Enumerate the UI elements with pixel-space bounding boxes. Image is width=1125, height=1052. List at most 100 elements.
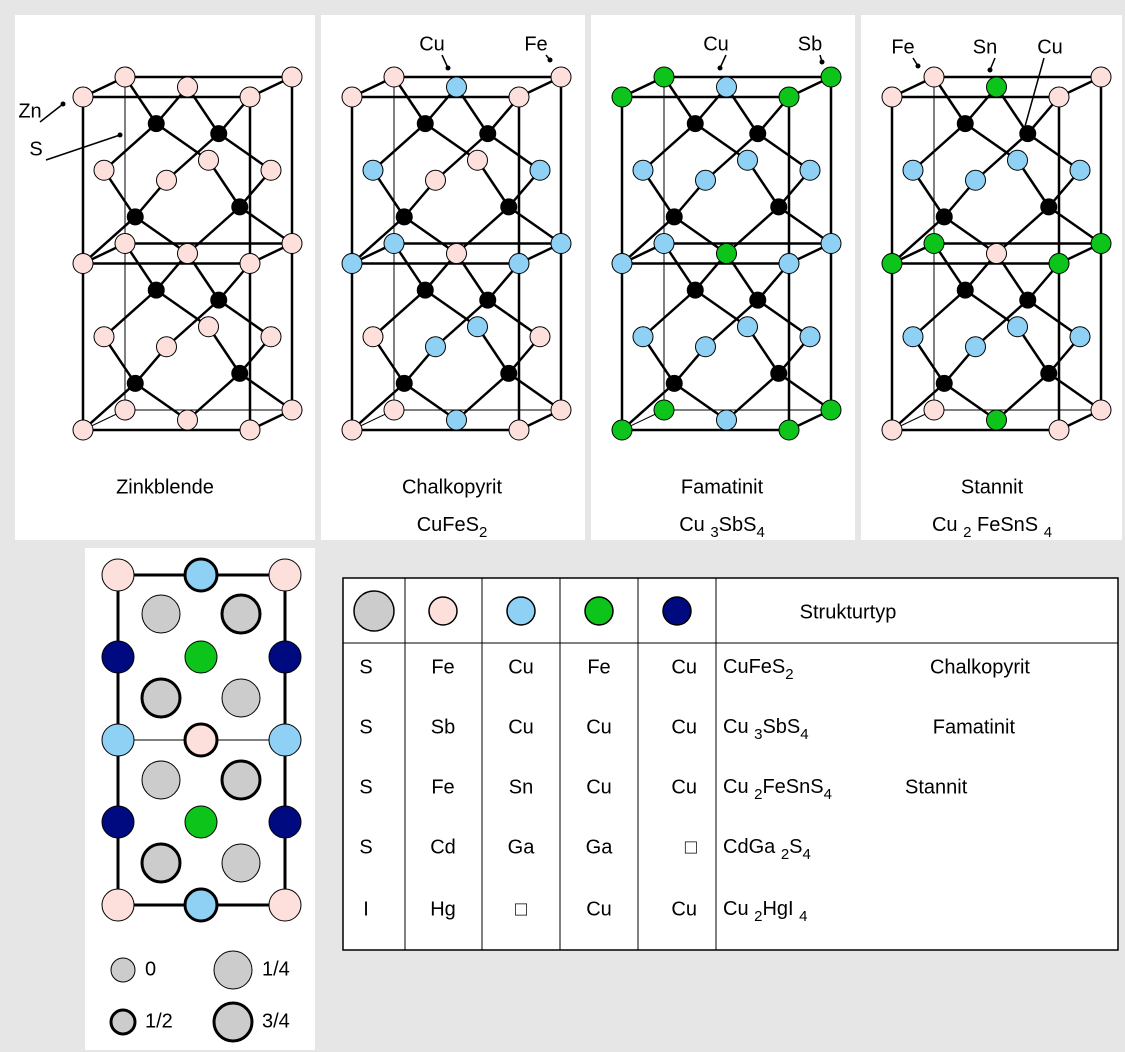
atom — [716, 243, 737, 264]
atom — [686, 281, 704, 299]
formula-part: FeSnS — [762, 776, 823, 798]
atom — [902, 326, 924, 348]
bond — [778, 205, 832, 245]
atom — [653, 233, 675, 254]
atom — [446, 76, 467, 98]
formula: CuFeS2 — [417, 514, 488, 541]
bond — [218, 132, 272, 172]
structure — [881, 66, 1112, 441]
atom — [126, 208, 144, 226]
atom — [383, 66, 405, 88]
pointer-head — [819, 59, 825, 65]
bond — [434, 299, 489, 348]
atom — [184, 805, 218, 839]
atom — [986, 409, 1007, 431]
bond — [239, 372, 293, 412]
legend-label: 1/2 — [145, 1010, 173, 1032]
subscript: 4 — [1044, 524, 1052, 541]
atom — [425, 169, 446, 191]
atom — [156, 336, 177, 358]
atom — [1007, 316, 1028, 338]
atom — [799, 326, 821, 348]
atom — [902, 159, 924, 181]
header-atom — [428, 596, 458, 626]
table-cell: I — [363, 898, 369, 920]
atom — [395, 374, 413, 392]
atom — [820, 233, 842, 254]
table-cell: □ — [685, 836, 697, 858]
atom — [101, 723, 135, 757]
bond — [1048, 205, 1102, 245]
atom — [956, 281, 974, 299]
formula: Cu 2HgI 4 — [723, 898, 808, 925]
atom — [550, 399, 572, 421]
table-cell: Fe — [431, 656, 454, 678]
atom — [737, 316, 758, 338]
atom-label: Zn — [18, 100, 41, 122]
atom — [198, 316, 219, 338]
table-cell: Sn — [509, 776, 533, 798]
bond — [134, 215, 189, 255]
formula-part: FeSnS — [971, 514, 1043, 536]
bond — [704, 299, 759, 348]
atom — [101, 558, 135, 592]
atom — [529, 326, 551, 348]
atom — [140, 842, 182, 884]
atom — [550, 66, 572, 88]
formula-part: S — [789, 836, 802, 858]
atom — [141, 594, 181, 634]
bond — [508, 205, 562, 245]
atom — [140, 677, 182, 719]
atom — [1007, 149, 1028, 171]
table-cell: Cu — [586, 776, 612, 798]
header-atom — [353, 590, 395, 632]
table-cell: Cu — [671, 716, 697, 738]
atom — [799, 159, 821, 181]
atom — [956, 115, 974, 133]
bond — [186, 205, 241, 255]
atom — [881, 253, 903, 274]
atom — [341, 253, 363, 274]
atom — [479, 125, 497, 143]
atom — [500, 198, 518, 216]
bond — [943, 215, 998, 255]
bond — [725, 205, 780, 255]
atom — [147, 115, 165, 133]
bond — [964, 122, 1019, 162]
atom — [341, 86, 363, 108]
header-atom — [506, 596, 536, 626]
subscript: 2 — [963, 524, 971, 541]
atom — [770, 198, 788, 216]
bond — [103, 122, 158, 172]
atom — [1048, 86, 1070, 108]
atom — [220, 759, 262, 801]
structure — [72, 66, 303, 441]
atom — [1040, 198, 1058, 216]
bond — [891, 215, 946, 265]
bond — [757, 132, 811, 172]
pointer-head — [117, 132, 123, 138]
bond — [403, 382, 458, 422]
bond — [155, 289, 210, 328]
atom — [220, 593, 262, 635]
bond — [995, 205, 1050, 255]
formula: Cu 2 FeSnS 4 — [932, 514, 1052, 541]
bond — [424, 289, 479, 328]
subscript: 4 — [803, 846, 811, 863]
atom — [632, 326, 654, 348]
table-cell: S — [359, 836, 372, 858]
atom — [93, 326, 115, 348]
formula-part: Cu — [723, 716, 754, 738]
bond — [974, 299, 1029, 348]
structure-name: Stannit — [961, 476, 1024, 498]
atom — [632, 159, 654, 181]
bond — [673, 382, 728, 422]
atom — [239, 253, 261, 274]
atom — [260, 159, 282, 181]
atom — [281, 399, 303, 421]
formula: CdGa 2S4 — [723, 836, 811, 863]
atom — [737, 149, 758, 171]
subscript: 2 — [754, 908, 762, 925]
table-cell: Fe — [431, 776, 454, 798]
atom — [268, 888, 302, 922]
